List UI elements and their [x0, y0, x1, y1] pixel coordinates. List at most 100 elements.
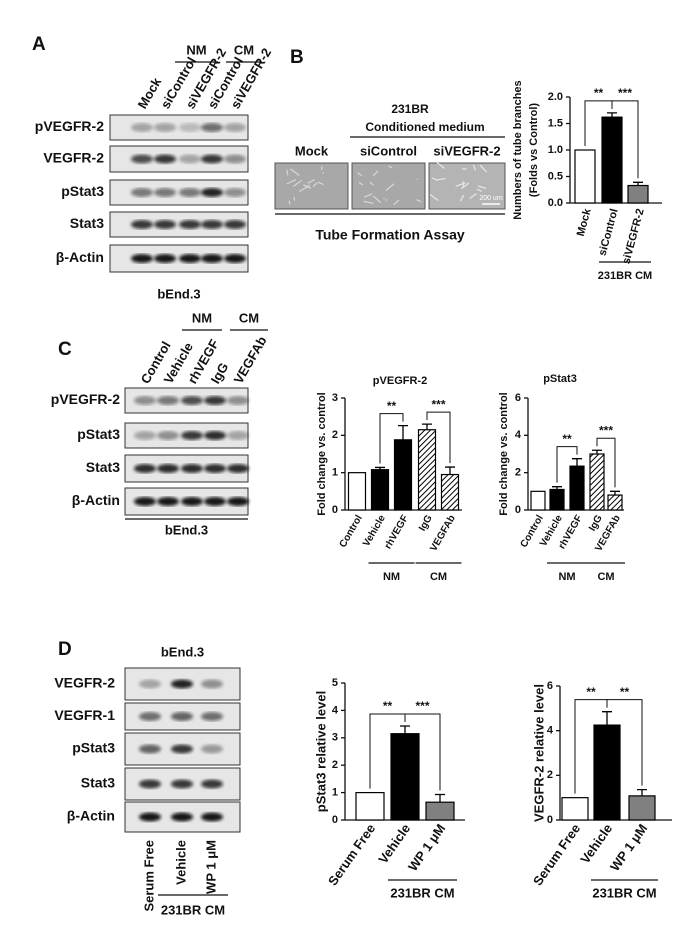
y-tick-label: 2	[515, 467, 521, 479]
tube-image	[351, 162, 426, 210]
significance-label: **	[620, 685, 630, 699]
group-label: CM	[430, 571, 447, 583]
blot-band	[131, 254, 153, 263]
tube-texture	[469, 193, 477, 200]
cell-line-label: bEnd.3	[157, 286, 200, 301]
y-tick-label: 2	[332, 429, 338, 441]
y-tick-label: 4	[515, 429, 522, 441]
blot-row-label: pVEGFR-2	[51, 391, 120, 407]
bar	[601, 116, 623, 204]
blot-band	[134, 396, 156, 405]
tube-texture	[476, 188, 482, 192]
tube-texture	[416, 199, 422, 203]
blot-band	[171, 812, 193, 822]
bar	[569, 465, 585, 511]
y-axis-label: (Folds vs Control)	[528, 103, 540, 197]
bar	[627, 184, 649, 204]
blot-row-label: VEGFR-2	[43, 150, 104, 166]
x-tick-label: IgG	[587, 513, 605, 533]
tube-texture	[462, 181, 465, 188]
blot-band	[227, 497, 249, 506]
y-tick-label: 0.0	[548, 197, 563, 209]
blot-band	[154, 220, 176, 229]
x-tick-label: Serum Free	[530, 821, 583, 888]
significance-label: **	[383, 699, 393, 713]
y-tick-label: 3	[332, 392, 338, 404]
blot-row-label: pVEGFR-2	[35, 118, 104, 134]
y-axis-label: pStat3 relative level	[313, 691, 328, 812]
blot-row-label: Stat3	[86, 459, 120, 475]
blot-band	[171, 744, 193, 754]
x-tick-label: siControl	[597, 207, 621, 257]
blot-row-label: pStat3	[61, 183, 104, 199]
group-label: CM	[234, 42, 254, 57]
bar	[530, 490, 546, 511]
blot-band	[154, 154, 176, 164]
tube-caption: Tube Formation Assay	[315, 227, 465, 243]
significance-label: **	[562, 432, 572, 446]
error-bar	[572, 458, 582, 467]
tube-texture	[460, 182, 470, 190]
significance-bracket	[611, 100, 639, 179]
significance-bracket	[556, 446, 578, 483]
tube-texture	[307, 179, 315, 184]
group-label: 231BR CM	[161, 902, 225, 917]
tube-texture	[435, 161, 445, 169]
blot-band	[139, 712, 161, 721]
blot-row-label: VEGFR-2	[54, 675, 115, 691]
y-axis-label: Fold change vs. control	[316, 392, 328, 515]
significance-bracket	[426, 411, 451, 464]
panel-label: C	[58, 339, 72, 360]
y-tick-label: 6	[547, 680, 553, 692]
chart-title: pVEGFR-2	[373, 375, 427, 387]
tube-subtitle: Conditioned medium	[365, 120, 484, 134]
blot-band	[201, 123, 223, 132]
group-label: 231BR CM	[390, 885, 454, 900]
blot-row-label: β-Actin	[56, 249, 104, 265]
blot-band	[171, 779, 193, 789]
group-label: NM	[192, 310, 212, 325]
blot-band	[201, 154, 223, 164]
tube-texture	[459, 194, 465, 202]
tube-texture	[293, 179, 303, 187]
significance-label: ***	[415, 699, 429, 713]
bar	[589, 453, 605, 511]
cell-line-label: bEnd.3	[165, 522, 208, 537]
bar	[593, 724, 621, 821]
blot-band	[201, 679, 223, 689]
x-tick-label: siVEGFR-2	[620, 207, 646, 265]
tube-texture	[363, 200, 374, 204]
blot-band	[131, 123, 153, 132]
blot-band	[154, 123, 176, 132]
error-bar	[398, 424, 408, 440]
error-bar	[602, 711, 612, 726]
blot-band	[227, 464, 249, 473]
blot-band	[227, 431, 249, 440]
blot-band	[154, 188, 176, 197]
blot-row-label: Stat3	[70, 215, 104, 231]
significance-bracket	[596, 437, 616, 488]
panel-label: A	[32, 34, 46, 55]
group-label: 231BR CM	[592, 885, 656, 900]
scale-bar-label: 200 um	[479, 195, 503, 202]
blot-band	[181, 431, 203, 440]
tube-texture	[290, 168, 300, 176]
blot-band	[154, 254, 176, 263]
y-tick-label: 0	[515, 504, 521, 516]
blot-band	[131, 220, 153, 229]
blot-band	[157, 431, 179, 440]
blot-row-label: pStat3	[72, 740, 115, 756]
y-tick-label: 0	[332, 504, 338, 516]
blot-band	[201, 188, 223, 197]
image-label: siVEGFR-2	[433, 143, 500, 158]
tube-texture	[358, 182, 364, 186]
bar	[561, 797, 589, 821]
y-tick-label: 0	[547, 814, 553, 826]
y-axis-label: Numbers of tube branches	[512, 80, 524, 219]
blot-band	[224, 188, 246, 197]
blot-band	[157, 497, 179, 506]
lane-label: Serum Free	[141, 840, 156, 912]
bar	[347, 472, 367, 511]
tube-texture	[293, 196, 296, 201]
